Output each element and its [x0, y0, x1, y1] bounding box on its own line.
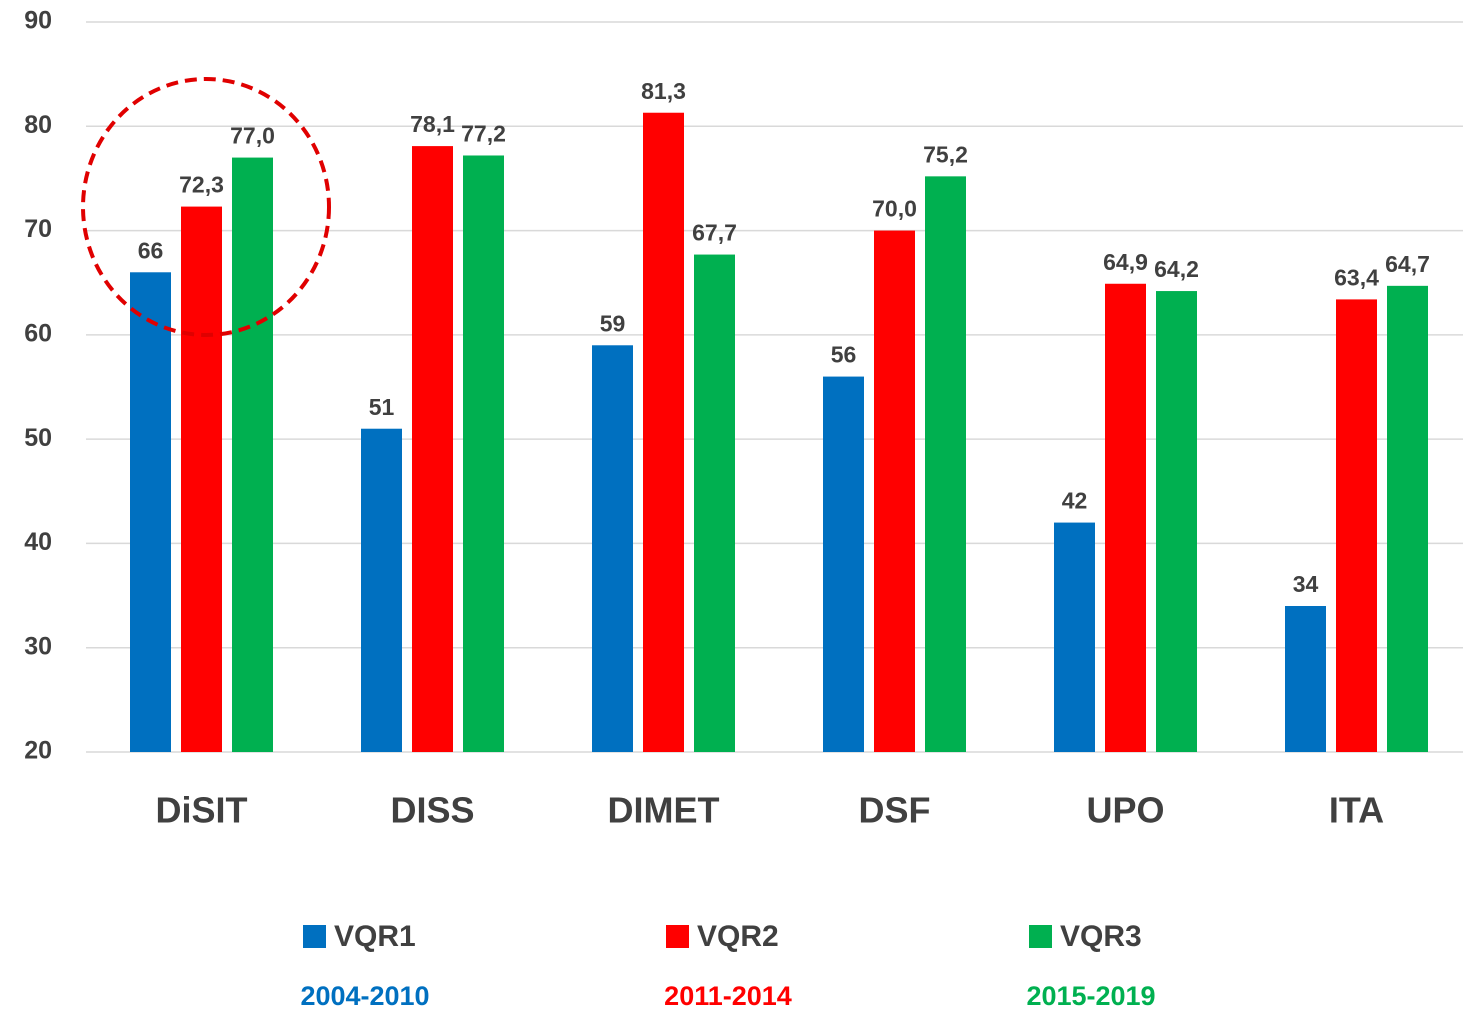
bar [694, 254, 735, 753]
bar [1156, 291, 1197, 752]
y-tick-label: 30 [24, 632, 52, 660]
data-label: 72,3 [179, 172, 224, 198]
x-tick-label: UPO [1086, 790, 1164, 831]
data-label: 64,7 [1385, 251, 1430, 277]
x-tick-label: DSF [859, 790, 931, 831]
data-label: 81,3 [641, 78, 686, 104]
y-tick-label: 50 [24, 424, 52, 452]
data-label: 34 [1293, 571, 1319, 597]
bar [643, 112, 684, 752]
data-label: 78,1 [410, 111, 455, 137]
bar [874, 230, 915, 753]
bar [181, 206, 222, 753]
data-label: 77,0 [230, 123, 275, 149]
legend-label: VQR1 [334, 920, 416, 953]
y-tick-label: 80 [24, 111, 52, 139]
bar [1105, 283, 1146, 752]
legend-period: 2004-2010 [300, 981, 429, 1011]
highlight-circle [81, 77, 331, 337]
legend-label: VQR2 [697, 920, 779, 953]
data-label: 77,2 [461, 121, 506, 147]
x-tick-label: DISS [390, 790, 474, 831]
y-tick-label: 90 [24, 7, 52, 35]
legend-swatch [666, 925, 689, 948]
bar [925, 176, 966, 753]
legend-swatch [303, 925, 326, 948]
legend-label: VQR3 [1060, 920, 1142, 953]
bar [592, 345, 633, 752]
bar [1054, 522, 1095, 752]
x-tick-label: DIMET [608, 790, 720, 831]
data-label: 42 [1062, 488, 1088, 514]
data-label: 64,9 [1103, 249, 1148, 275]
data-label: 59 [600, 310, 626, 336]
legend-swatch [1029, 925, 1052, 948]
data-label: 51 [369, 394, 395, 420]
bar [361, 428, 402, 752]
y-tick-label: 70 [24, 215, 52, 243]
bar [1387, 285, 1428, 752]
data-label: 63,4 [1334, 264, 1379, 290]
bar [1285, 606, 1326, 752]
data-label: 67,7 [692, 220, 737, 246]
legend-period: 2011-2014 [664, 981, 792, 1011]
y-tick-label: 20 [24, 737, 52, 765]
data-label: 56 [831, 342, 857, 368]
bar [412, 146, 453, 753]
x-tick-label: ITA [1329, 790, 1384, 831]
bar [1336, 299, 1377, 752]
bar [232, 157, 273, 753]
bar [130, 272, 171, 752]
x-tick-label: DiSIT [155, 790, 247, 831]
data-label: 64,2 [1154, 256, 1199, 282]
bar [463, 155, 504, 752]
y-tick-label: 60 [24, 319, 52, 347]
legend-period: 2015-2019 [1026, 981, 1155, 1011]
data-label: 75,2 [923, 141, 968, 167]
bar [823, 376, 864, 752]
data-label: 70,0 [872, 196, 917, 222]
data-label: 66 [138, 237, 164, 263]
y-tick-label: 40 [24, 528, 52, 556]
